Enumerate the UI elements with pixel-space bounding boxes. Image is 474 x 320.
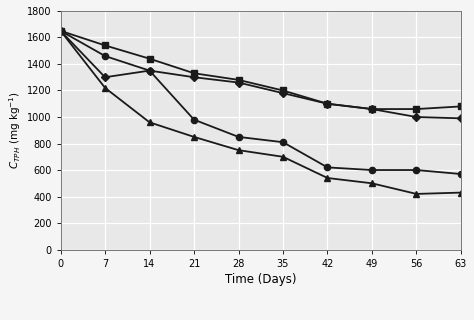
BA — [280, 91, 286, 95]
NA — [102, 44, 108, 47]
BS — [146, 69, 152, 73]
BA — [414, 115, 419, 119]
BA — [191, 75, 197, 79]
BA+BS — [280, 155, 286, 159]
NA — [414, 107, 419, 111]
BS — [191, 118, 197, 122]
NA — [58, 29, 64, 33]
BS — [325, 165, 330, 169]
BA+BS — [58, 29, 64, 33]
NA — [369, 107, 375, 111]
Line: BS: BS — [57, 28, 464, 177]
BA+BS — [414, 192, 419, 196]
BS — [458, 172, 464, 176]
Line: BA: BA — [58, 28, 464, 121]
Y-axis label: $C_{TPH}$ (mg kg$^{-1}$): $C_{TPH}$ (mg kg$^{-1}$) — [7, 91, 23, 169]
BA+BS — [458, 191, 464, 195]
NA — [325, 102, 330, 106]
Line: BA+BS: BA+BS — [57, 28, 464, 197]
BA — [58, 29, 64, 33]
BS — [58, 29, 64, 33]
BA+BS — [325, 176, 330, 180]
BA+BS — [146, 120, 152, 124]
BS — [414, 168, 419, 172]
BA — [102, 75, 108, 79]
BA+BS — [369, 181, 375, 185]
BA+BS — [102, 86, 108, 90]
NA — [280, 89, 286, 92]
BA — [458, 116, 464, 120]
BA — [146, 69, 152, 73]
BS — [236, 135, 241, 139]
BA+BS — [191, 135, 197, 139]
X-axis label: Time (Days): Time (Days) — [225, 273, 297, 286]
BS — [102, 54, 108, 58]
BA — [369, 107, 375, 111]
BA+BS — [236, 148, 241, 152]
NA — [236, 78, 241, 82]
BA — [236, 81, 241, 84]
BA — [325, 102, 330, 106]
BS — [369, 168, 375, 172]
NA — [458, 105, 464, 108]
BS — [280, 140, 286, 144]
Line: NA: NA — [57, 28, 464, 112]
NA — [191, 71, 197, 75]
NA — [146, 57, 152, 60]
